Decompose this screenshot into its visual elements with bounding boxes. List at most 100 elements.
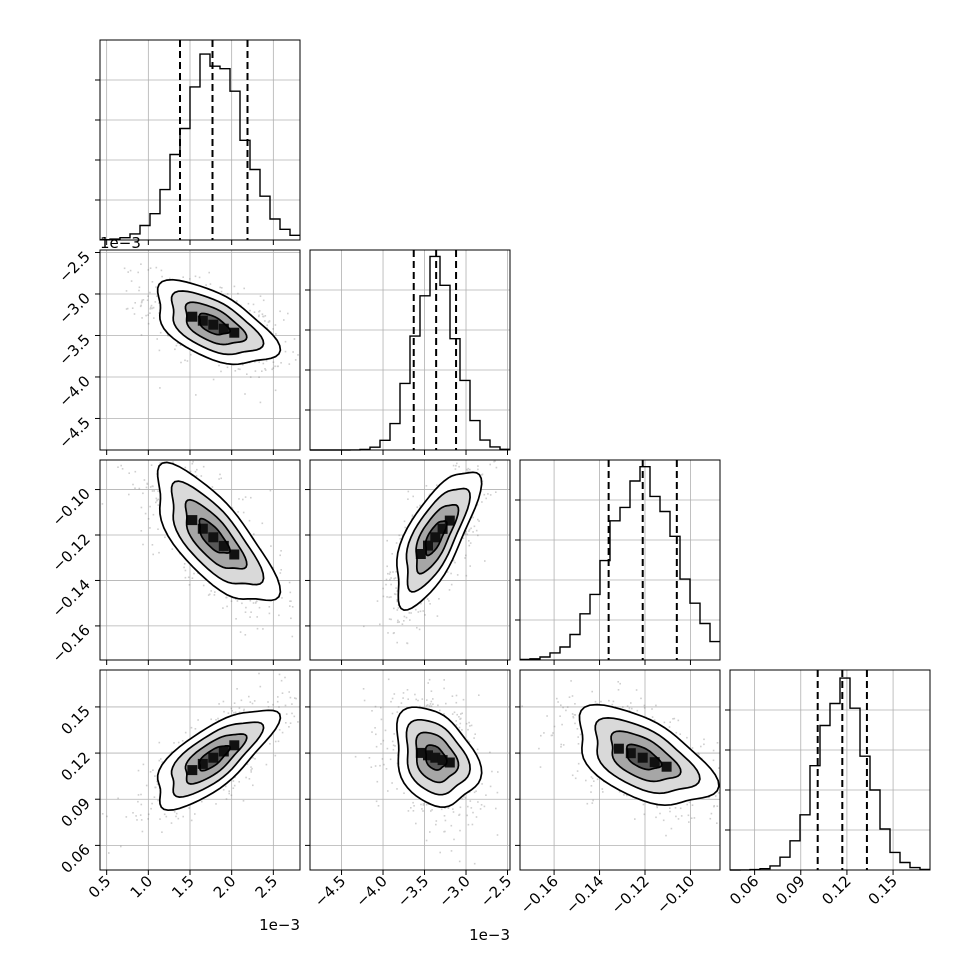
scatter-point <box>436 484 438 486</box>
scatter-point <box>259 685 262 688</box>
scatter-point <box>375 733 377 736</box>
scatter-point <box>161 761 164 763</box>
y-tick-label: −2.5 <box>55 248 93 286</box>
scatter-point <box>254 758 256 760</box>
scatter-point <box>419 610 422 613</box>
y-tick-label: −0.14 <box>49 576 94 621</box>
scatter-point <box>254 602 257 604</box>
scatter-point <box>276 700 279 703</box>
scatter-point <box>147 314 149 316</box>
scatter-point <box>141 301 143 303</box>
scatter-point <box>469 725 471 727</box>
scatter-point <box>192 460 194 463</box>
scatter-point <box>267 706 270 708</box>
y-tick-label: −4.0 <box>55 372 93 410</box>
scatter-point <box>157 504 160 506</box>
scatter-point <box>672 718 674 720</box>
scatter-point <box>354 755 357 758</box>
scatter-point <box>467 470 469 473</box>
scatter-point <box>131 307 134 309</box>
scatter-point <box>180 361 182 364</box>
scatter-point <box>167 334 169 337</box>
scatter-point <box>577 743 580 745</box>
scatter-point <box>656 804 658 807</box>
scatter-point <box>467 823 470 826</box>
scatter-point <box>428 678 431 681</box>
y-tick-label: −0.16 <box>49 621 94 666</box>
scatter-point <box>468 791 471 793</box>
scatter-point <box>574 777 577 780</box>
scatter-point <box>140 819 143 821</box>
scatter-point <box>250 771 252 773</box>
scatter-point <box>155 501 157 504</box>
scatter-point <box>274 389 277 392</box>
density-core <box>430 752 441 763</box>
scatter-point <box>470 807 473 809</box>
scatter-point <box>129 269 132 272</box>
scatter-point <box>268 606 271 608</box>
scatter-point <box>640 697 642 700</box>
y-tick-label: −3.0 <box>55 289 93 327</box>
scatter-point <box>259 401 262 404</box>
scatter-point <box>268 320 271 323</box>
density-core <box>197 523 208 534</box>
scatter-point <box>391 553 393 555</box>
scatter-point <box>274 740 277 743</box>
scatter-point <box>391 697 394 700</box>
scatter-point <box>159 387 161 389</box>
scatter-point <box>193 572 195 575</box>
scatter-point <box>154 775 156 777</box>
scatter-point <box>156 499 159 501</box>
scatter-point <box>215 803 217 805</box>
scatter-point <box>561 723 563 726</box>
scatter-point <box>497 771 499 773</box>
scatter-point <box>675 815 677 818</box>
scatter-point <box>261 522 264 525</box>
scatter-point <box>618 790 621 793</box>
scatter-point <box>551 734 554 737</box>
scatter-point <box>478 520 480 522</box>
scatter-point <box>668 726 671 728</box>
scatter-point <box>264 315 267 317</box>
scatter-point <box>153 317 155 319</box>
scatter-point <box>472 516 474 519</box>
scatter-point <box>160 269 163 272</box>
density-core <box>229 327 240 338</box>
scatter-point <box>272 703 274 706</box>
scatter-point <box>452 811 455 813</box>
scatter-point <box>458 465 460 468</box>
scatter-point <box>461 797 464 800</box>
scatter-point <box>281 597 283 599</box>
scatter-point <box>560 743 562 746</box>
scatter-point <box>468 544 471 547</box>
scatter-point <box>576 770 579 772</box>
scatter-point <box>495 807 497 810</box>
scatter-point <box>159 818 161 820</box>
scatter-point <box>285 713 288 715</box>
scatter-point <box>393 577 395 580</box>
scatter-point <box>698 753 700 756</box>
scatter-point <box>405 616 408 619</box>
scatter-point <box>224 785 227 788</box>
scatter-point <box>277 365 279 368</box>
scatter-point <box>256 616 258 618</box>
scatter-point <box>231 710 233 712</box>
scatter-point <box>447 807 450 809</box>
scatter-point <box>220 290 223 293</box>
scatter-point <box>387 790 389 792</box>
scatter-point <box>197 719 199 721</box>
scatter-point <box>419 504 421 507</box>
scatter-point <box>149 771 152 773</box>
scatter-point <box>184 731 187 734</box>
scatter-point <box>424 614 426 616</box>
scatter-point <box>125 290 128 292</box>
scatter-point <box>391 712 394 715</box>
scatter-point <box>450 572 452 575</box>
scatter-point <box>363 625 365 628</box>
scatter-point <box>151 802 153 805</box>
scatter-point <box>222 700 225 703</box>
scatter-point <box>249 616 251 618</box>
scatter-point <box>425 704 428 707</box>
scatter-point <box>390 596 392 598</box>
scatter-point <box>149 267 152 269</box>
